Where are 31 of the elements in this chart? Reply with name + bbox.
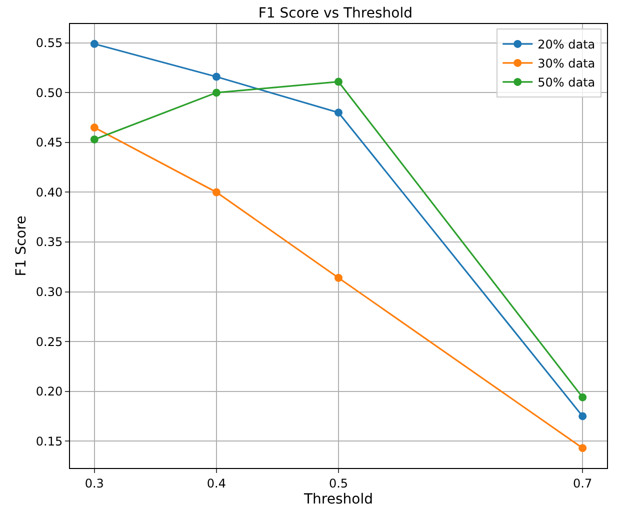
y-tick-label: 0.50 xyxy=(36,86,63,100)
point xyxy=(334,274,342,282)
point xyxy=(578,412,587,420)
point xyxy=(334,108,342,117)
x-tick-label: 0.3 xyxy=(84,476,104,490)
point xyxy=(90,124,98,132)
point xyxy=(90,135,98,144)
y-tick-label: 0.45 xyxy=(36,136,63,150)
x-tick-label: 0.7 xyxy=(573,476,592,490)
y-axis-title: F1 Score xyxy=(13,216,30,276)
y-tick-label: 0.40 xyxy=(36,185,63,200)
point xyxy=(578,444,587,452)
point xyxy=(90,40,98,48)
legend-label: 30% data xyxy=(538,56,596,71)
chart-title: F1 Score vs Threshold xyxy=(258,6,412,22)
y-tick-label: 0.25 xyxy=(36,334,63,349)
legend-label: 20% data xyxy=(538,38,596,52)
point xyxy=(334,78,342,86)
point xyxy=(578,393,587,402)
point xyxy=(212,72,220,81)
x-axis-title: Threshold xyxy=(303,492,373,508)
y-tick-label: 0.30 xyxy=(36,284,63,299)
y-tick-label: 0.55 xyxy=(36,36,63,50)
x-tick-label: 0.5 xyxy=(328,476,348,490)
point xyxy=(212,88,220,97)
y-tick-label: 0.20 xyxy=(36,384,63,399)
legend-label: 50% data xyxy=(538,76,596,90)
y-tick-label: 0.15 xyxy=(36,434,63,448)
x-tick-label: 0.4 xyxy=(206,476,226,490)
point xyxy=(212,188,220,196)
y-tick-label: 0.35 xyxy=(36,235,63,250)
